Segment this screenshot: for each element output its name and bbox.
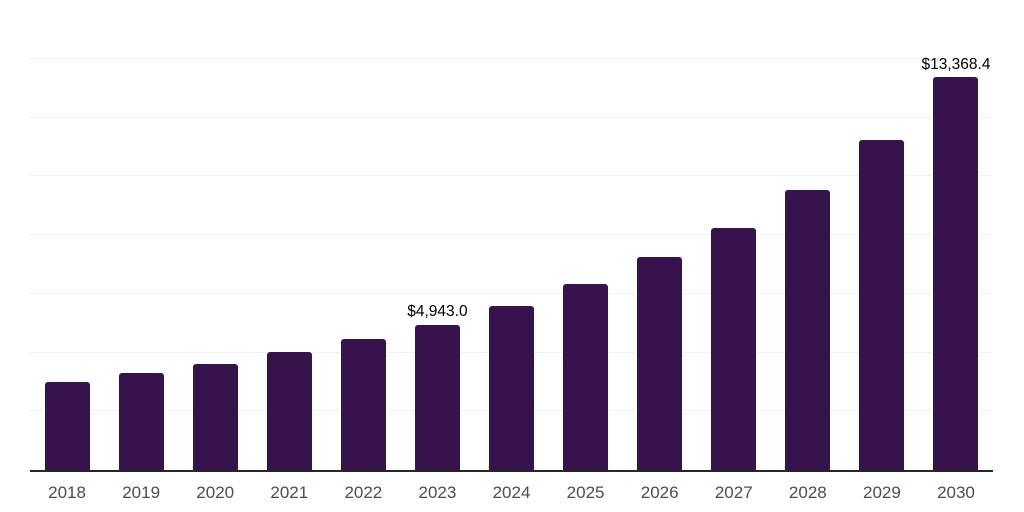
bar-cell-2023: $4,943.0 (400, 0, 474, 470)
bar-cell-2021 (252, 0, 326, 470)
x-axis-tick-labels: 2018 2019 2020 2021 2022 2023 2024 2025 2026 2027… (30, 484, 993, 501)
bar-cell-2028 (771, 0, 845, 470)
bar-2027 (711, 227, 757, 470)
x-tick-2022: 2022 (344, 483, 383, 502)
bar-cell-2030: $13,368.4 (919, 0, 993, 470)
x-tick-2020: 2020 (196, 483, 235, 502)
gridline (30, 175, 993, 177)
x-tick-2026: 2026 (640, 483, 679, 502)
gridline (30, 234, 993, 235)
x-tick-2021: 2021 (270, 483, 309, 502)
bar-2029 (859, 139, 905, 470)
bar-cell-2018 (30, 0, 104, 470)
bar-2021 (266, 352, 312, 470)
x-tick-2018: 2018 (48, 483, 86, 502)
gridline (30, 292, 993, 294)
x-axis-line (30, 470, 993, 472)
x-tick-2030: 2030 (937, 483, 975, 502)
data-label-2023: $4,943.0 (407, 303, 468, 321)
gridline (30, 57, 993, 59)
plot-area: $4,943.0 $13,368.4 (30, 0, 993, 472)
bar-cell-2027 (697, 0, 771, 470)
x-tick-2027: 2027 (714, 483, 753, 502)
bar-2024 (489, 306, 534, 470)
bar-2030 (933, 77, 979, 470)
bar-2022 (340, 339, 386, 470)
x-tick-2023: 2023 (418, 483, 457, 502)
data-label-2030: $13,368.4 (921, 55, 991, 73)
bar-2025 (563, 284, 609, 470)
bar-2026 (637, 257, 683, 470)
bar-2023 (414, 324, 460, 470)
bar-2020 (192, 364, 238, 470)
bar-cell-2026 (623, 0, 697, 470)
bar-series: $4,943.0 $13,368.4 (30, 0, 993, 470)
bar-cell-2019 (104, 0, 178, 470)
bar-cell-2025 (549, 0, 623, 470)
bar-cell-2024 (474, 0, 548, 470)
x-tick-2029: 2029 (862, 483, 901, 502)
bar-2019 (118, 372, 164, 470)
x-tick-2019: 2019 (122, 483, 161, 502)
bar-2028 (785, 189, 831, 470)
x-tick-2028: 2028 (788, 483, 827, 502)
gridline (30, 116, 993, 118)
bar-cell-2020 (178, 0, 252, 470)
x-tick-2025: 2025 (566, 483, 605, 502)
x-tick-2024: 2024 (492, 483, 531, 502)
bar-cell-2022 (326, 0, 400, 470)
bar-cell-2029 (845, 0, 919, 470)
bar-2018 (44, 382, 90, 470)
